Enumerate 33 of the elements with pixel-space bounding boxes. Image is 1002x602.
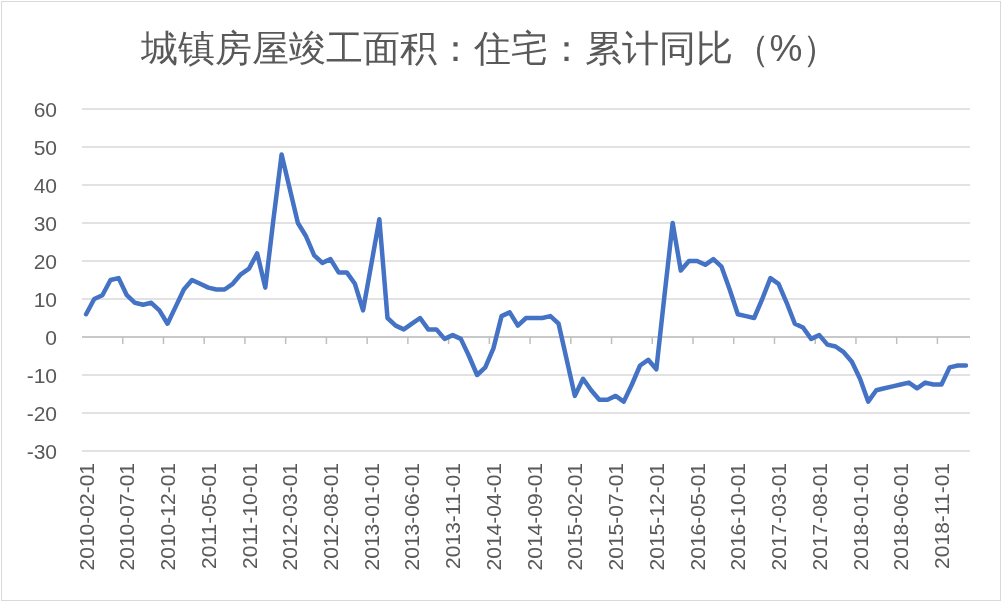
x-tick-label: 2018-11-01 [929,463,953,569]
x-tick-label: 2015-07-01 [604,463,628,571]
x-tick-label: 2016-05-01 [685,463,709,571]
y-tick-label: -30 [26,439,57,463]
x-tick-label: 2017-08-01 [807,463,831,571]
y-tick-label: 0 [45,325,57,349]
y-tick-label: 50 [33,135,57,159]
y-tick-label: 30 [33,211,57,235]
x-tick-label: 2018-06-01 [889,463,913,571]
y-tick-label: 20 [33,249,57,273]
x-tick-label: 2014-04-01 [481,463,505,571]
x-tick-label: 2012-03-01 [278,463,302,571]
x-tick-label: 2015-12-01 [644,463,668,571]
y-tick-label: -10 [26,363,57,387]
x-tick-label: 2011-05-01 [196,463,220,569]
y-tick-label: 60 [33,97,57,121]
y-tick-label: 40 [33,173,57,197]
x-tick-label: 2010-12-01 [156,463,180,571]
x-tick-label: 2014-09-01 [522,463,546,571]
x-tick-label: 2013-11-01 [441,463,465,569]
y-tick-label: -20 [26,401,57,425]
x-tick-label: 2011-10-01 [237,463,261,569]
chart-title: 城镇房屋竣工面积：住宅：累计同比（%） [139,27,840,69]
x-tick-label: 2010-02-01 [74,463,98,571]
x-tick-label: 2013-01-01 [359,463,383,571]
x-tick-label: 2012-08-01 [318,463,342,571]
x-tick-label: 2017-03-01 [767,463,791,571]
y-tick-label: 10 [33,287,57,311]
x-tick-label: 2015-02-01 [563,463,587,571]
x-tick-label: 2018-01-01 [848,463,872,571]
x-tick-label: 2013-06-01 [400,463,424,571]
x-tick-label: 2010-07-01 [115,463,139,571]
x-tick-label: 2016-10-01 [726,463,750,571]
